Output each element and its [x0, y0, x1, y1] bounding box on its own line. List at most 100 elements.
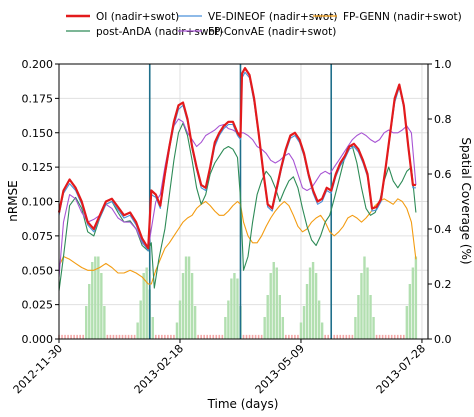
coverage-bar — [305, 284, 309, 339]
nadir-bar — [67, 334, 69, 339]
coverage-bar — [308, 267, 312, 339]
coverage-bar — [320, 322, 324, 339]
legend-label: FP-ConvAE (nadir+swot) — [208, 26, 336, 38]
coverage-bar — [317, 300, 321, 339]
nadir-bar — [393, 334, 396, 339]
x-axis-label: Time (days) — [207, 397, 279, 411]
nadir-bar — [161, 334, 163, 339]
coverage-bar — [369, 295, 372, 339]
coverage-bar — [360, 273, 363, 339]
coverage-bar — [314, 273, 318, 339]
nadir-bar — [112, 334, 115, 339]
nadir-bar — [82, 334, 84, 339]
nadir-bar — [348, 334, 351, 339]
coverage-bar — [230, 278, 233, 339]
nadir-bar — [336, 334, 339, 339]
nadir-bar — [115, 334, 118, 339]
nadir-bar — [245, 334, 248, 339]
nadir-bar — [248, 334, 251, 339]
nadir-bar — [396, 334, 399, 339]
coverage-bar — [263, 317, 266, 339]
y-right-tick-label: 0.0 — [434, 333, 452, 346]
legend-label: OI (nadir+swot) — [96, 11, 179, 23]
y-axis-left-label: nRMSE — [6, 180, 20, 222]
coverage-bar — [278, 295, 281, 339]
nadir-bar — [106, 334, 109, 339]
nadir-bar — [327, 334, 329, 339]
coverage-bar — [145, 267, 148, 339]
coverage-bar — [151, 317, 154, 339]
coverage-bar — [88, 284, 91, 339]
nadir-bar — [345, 334, 348, 339]
nadir-bar — [342, 334, 345, 339]
y-tick-label: 0.150 — [22, 127, 54, 140]
y-tick-label: 0.100 — [22, 196, 54, 209]
nadir-bar — [242, 334, 245, 339]
coverage-bar — [91, 262, 94, 339]
nadir-bar — [127, 334, 130, 339]
nadir-bar — [133, 334, 136, 339]
coverage-bar — [357, 295, 360, 339]
y-tick-label: 0.050 — [22, 264, 54, 277]
coverage-bar — [363, 256, 366, 339]
y-tick-label: 0.200 — [22, 58, 54, 71]
coverage-bar — [139, 300, 142, 339]
nadir-bar — [384, 334, 387, 339]
nadir-bar — [403, 334, 405, 339]
nadir-bar — [387, 334, 390, 339]
coverage-bar — [411, 267, 415, 339]
coverage-bar — [275, 267, 278, 339]
nadir-bar — [118, 334, 121, 339]
y-axis-left: 0.000 0.025 0.050 0.075 0.100 0.125 0.150 0.175… — [22, 58, 59, 346]
nadir-bar — [70, 334, 72, 339]
coverage-bar — [193, 306, 197, 339]
y-right-tick-label: 0.8 — [434, 113, 452, 126]
nadir-bar — [288, 334, 290, 339]
nadir-bar — [221, 334, 224, 339]
coverage-bar — [266, 295, 269, 339]
nadir-bar — [218, 334, 221, 339]
y-tick-label: 0.075 — [22, 230, 54, 243]
nadir-bar — [254, 334, 257, 339]
x-tick-label: 2012-11-30 — [11, 342, 65, 396]
y-tick-label: 0.125 — [22, 161, 54, 174]
nadir-bar — [291, 334, 293, 339]
coverage-bar — [311, 262, 315, 339]
nadir-bar — [79, 334, 81, 339]
legend: OI (nadir+swot) post-AnDA (nadir+swot) VE-… — [66, 11, 462, 38]
nadir-bar — [257, 334, 260, 339]
coverage-bar — [94, 256, 97, 339]
y-tick-label: 0.000 — [22, 333, 54, 346]
coverage-bar — [405, 306, 409, 339]
nadir-bar — [158, 334, 160, 339]
coverage-bar — [181, 273, 185, 339]
nadir-bar — [378, 334, 381, 339]
nadir-bar — [154, 334, 157, 339]
y-tick-label: 0.175 — [22, 92, 54, 105]
legend-label: VE-DINEOF (nadir+swot) — [208, 11, 338, 23]
nadir-bar — [170, 334, 172, 339]
coverage-bar — [136, 322, 139, 339]
nadir-bar — [76, 334, 78, 339]
nadir-bar — [203, 334, 205, 339]
series-line — [58, 118, 417, 278]
y-axis-right: 0.0 0.2 0.4 0.6 0.8 1.0 — [428, 58, 452, 346]
coverage-bar — [372, 317, 375, 339]
x-axis: 2012-11-30 2013-02-18 2013-05-09 2013-07-28 — [11, 339, 428, 396]
nadir-bar — [399, 334, 402, 339]
y-axis-right-label: Spatial Coverage (%) — [459, 137, 473, 264]
coverage-bar — [281, 317, 285, 339]
coverage-bar — [233, 273, 236, 339]
nadir-bar — [206, 334, 209, 339]
coverage-bar — [97, 256, 100, 339]
coverage-bar — [175, 322, 179, 339]
coverage-bar — [224, 317, 227, 339]
coverage-bar — [366, 267, 369, 339]
coverage-bar — [100, 273, 103, 339]
coverage-bar — [142, 273, 145, 339]
nadir-bar — [61, 334, 63, 339]
legend-label: FP-GENN (nadir+swot) — [343, 11, 462, 23]
nadir-bar — [251, 334, 254, 339]
nadir-bar — [124, 334, 127, 339]
y-right-tick-label: 1.0 — [434, 58, 452, 71]
